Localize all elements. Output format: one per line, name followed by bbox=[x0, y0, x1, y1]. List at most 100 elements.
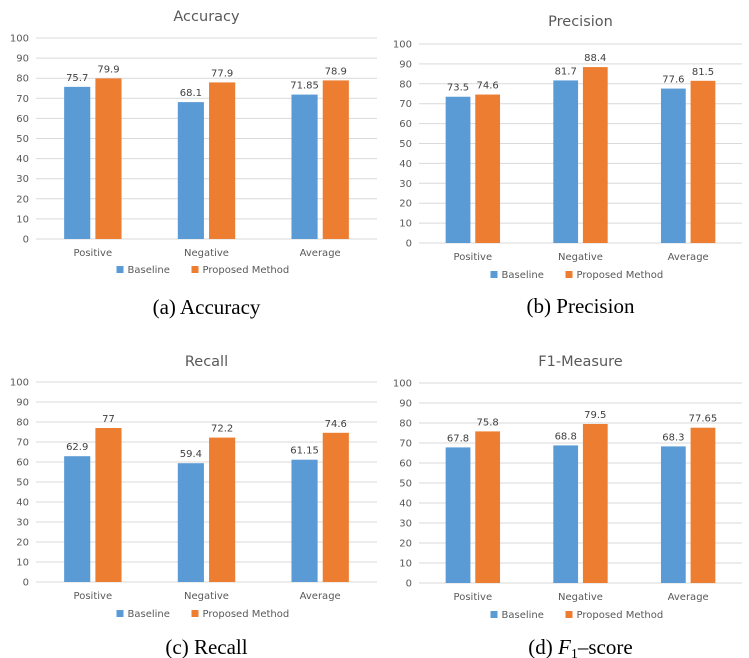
x-category-label: Average bbox=[668, 252, 709, 263]
figure-caption: (d) F1–score bbox=[528, 635, 632, 658]
figure-caption: (b) Precision bbox=[527, 294, 635, 318]
legend-swatch-baseline bbox=[116, 610, 124, 617]
legend-swatch-proposed bbox=[191, 610, 199, 617]
y-tick-label: 50 bbox=[16, 478, 29, 489]
data-label: 68.1 bbox=[180, 88, 202, 99]
x-category-label: Negative bbox=[558, 252, 603, 263]
bar-proposed-average bbox=[690, 80, 716, 243]
y-tick-label: 20 bbox=[16, 538, 29, 549]
caption-subscript: 1 bbox=[571, 647, 578, 658]
y-tick-label: 30 bbox=[16, 518, 29, 529]
legend: Baseline Proposed Method bbox=[490, 610, 664, 621]
bar-proposed-positive bbox=[95, 78, 122, 239]
y-tick-label: 10 bbox=[16, 558, 29, 569]
caption-suffix: –score bbox=[577, 635, 633, 658]
bar-proposed-average bbox=[322, 80, 349, 239]
data-label: 75.7 bbox=[66, 73, 88, 84]
y-tick-label: 90 bbox=[16, 54, 29, 65]
y-tick-label: 10 bbox=[16, 214, 29, 225]
legend: Baseline Proposed Method bbox=[116, 609, 290, 620]
bar-baseline-negative bbox=[177, 102, 204, 239]
y-tick-label: 60 bbox=[16, 114, 29, 125]
data-label: 77.6 bbox=[662, 75, 684, 86]
legend-swatch-baseline bbox=[116, 266, 124, 273]
bar-baseline-negative bbox=[553, 80, 579, 244]
y-tick-label: 100 bbox=[10, 34, 29, 45]
legend-swatch-proposed bbox=[565, 611, 573, 618]
bar-proposed-negative bbox=[209, 82, 236, 240]
y-tick-label: 90 bbox=[399, 399, 412, 410]
x-category-label: Negative bbox=[184, 248, 229, 259]
data-label: 73.5 bbox=[447, 83, 469, 94]
y-tick-label: 0 bbox=[406, 239, 412, 250]
y-tick-label: 50 bbox=[399, 479, 412, 490]
data-label: 74.6 bbox=[325, 419, 347, 430]
data-label: 75.8 bbox=[477, 417, 499, 428]
legend-label: Proposed Method bbox=[577, 270, 664, 281]
chart-title: F1-Measure bbox=[538, 354, 623, 370]
legend-label: Baseline bbox=[128, 609, 170, 620]
x-category-label: Negative bbox=[558, 592, 603, 603]
bar-baseline-average bbox=[291, 94, 318, 239]
legend-swatch-baseline bbox=[490, 271, 498, 278]
legend-label: Proposed Method bbox=[577, 610, 664, 621]
y-tick-label: 0 bbox=[23, 578, 29, 589]
legend-label: Proposed Method bbox=[203, 609, 290, 620]
y-tick-label: 80 bbox=[16, 418, 29, 429]
y-tick-label: 70 bbox=[16, 438, 29, 449]
y-tick-label: 10 bbox=[399, 219, 412, 230]
x-category-label: Positive bbox=[454, 252, 493, 263]
bar-baseline-negative bbox=[553, 445, 579, 583]
y-tick-label: 50 bbox=[399, 139, 412, 150]
bar-baseline-average bbox=[660, 446, 686, 583]
legend: Baseline Proposed Method bbox=[116, 265, 290, 276]
bar-baseline-positive bbox=[64, 456, 91, 582]
y-tick-label: 100 bbox=[393, 379, 412, 390]
data-label: 67.8 bbox=[447, 433, 469, 444]
bar-baseline-average bbox=[660, 88, 686, 244]
bar-proposed-negative bbox=[582, 424, 608, 583]
data-label: 74.6 bbox=[477, 81, 499, 92]
bar-baseline-negative bbox=[177, 463, 204, 582]
bar-baseline-positive bbox=[445, 96, 471, 243]
y-tick-label: 70 bbox=[16, 94, 29, 105]
data-label: 77 bbox=[102, 414, 115, 425]
legend-swatch-proposed bbox=[565, 271, 573, 278]
x-category-label: Negative bbox=[184, 591, 229, 602]
figure-caption: (c) Recall bbox=[165, 635, 247, 658]
legend-label: Proposed Method bbox=[203, 265, 290, 276]
chart-title: Precision bbox=[548, 14, 613, 30]
y-tick-label: 50 bbox=[16, 134, 29, 145]
y-tick-label: 60 bbox=[399, 119, 412, 130]
bar-proposed-positive bbox=[475, 94, 501, 244]
chart-panel-2: Precision 0 10 20 30 40 50 60 70 80 90 100 73.5 74.6 P… bbox=[393, 14, 742, 318]
y-tick-label: 20 bbox=[399, 539, 412, 550]
y-tick-label: 10 bbox=[399, 559, 412, 570]
chart-panel-1: Accuracy 0 10 20 30 40 50 60 70 80 90 100 75.7 79.9 Po… bbox=[10, 9, 377, 319]
bar-baseline-average bbox=[291, 459, 318, 582]
y-tick-label: 80 bbox=[399, 419, 412, 430]
bar-proposed-average bbox=[690, 427, 716, 583]
caption-math: F bbox=[557, 635, 571, 658]
legend-swatch-baseline bbox=[490, 611, 498, 618]
y-tick-label: 100 bbox=[10, 378, 29, 389]
y-tick-label: 70 bbox=[399, 99, 412, 110]
y-tick-label: 40 bbox=[16, 154, 29, 165]
y-tick-label: 20 bbox=[16, 194, 29, 205]
chart-title: Recall bbox=[185, 354, 228, 370]
data-label: 68.3 bbox=[662, 432, 684, 443]
y-tick-label: 40 bbox=[16, 498, 29, 509]
figure-caption: (a) Accuracy bbox=[153, 295, 261, 319]
data-label: 88.4 bbox=[584, 53, 606, 64]
caption-prefix: (d) bbox=[528, 635, 558, 658]
x-category-label: Average bbox=[300, 591, 341, 602]
data-label: 81.7 bbox=[555, 66, 577, 77]
y-tick-label: 40 bbox=[399, 159, 412, 170]
data-label: 72.2 bbox=[211, 424, 233, 435]
bar-proposed-negative bbox=[582, 67, 608, 243]
y-tick-label: 80 bbox=[16, 74, 29, 85]
y-tick-label: 90 bbox=[399, 59, 412, 70]
data-label: 61.15 bbox=[290, 446, 319, 457]
data-label: 71.85 bbox=[290, 81, 319, 92]
